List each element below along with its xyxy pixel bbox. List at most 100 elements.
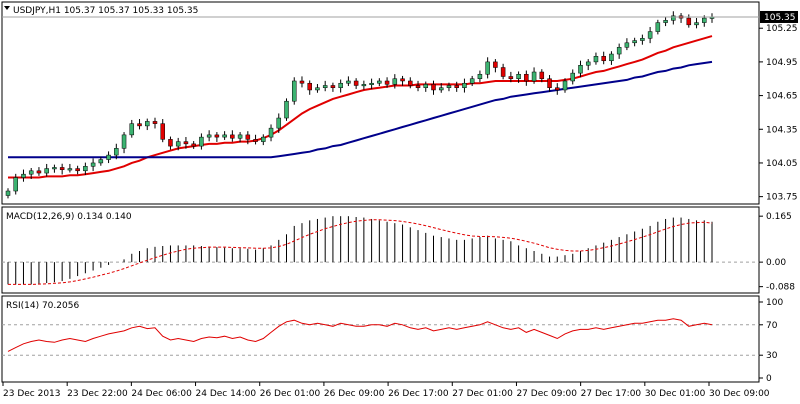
rsi-tick-label: 100 (766, 298, 783, 308)
candle-bull (284, 100, 289, 119)
time-tick-label: 30 Dec 01:00 (645, 389, 706, 399)
candle-bear (400, 78, 405, 82)
candle-bull (585, 61, 591, 66)
candle-bear (152, 121, 158, 124)
time-tick-label: 23 Dec 22:00 (67, 389, 128, 399)
candle-bear (454, 85, 459, 88)
ma-slow-line (8, 60, 713, 159)
candle-bull (438, 87, 444, 91)
candle-bear (299, 80, 305, 84)
candle-bull (516, 73, 521, 79)
candle-bull (361, 84, 367, 87)
candle-bear (601, 56, 606, 62)
rsi-tick-label: 0 (766, 374, 772, 384)
candle-bull (423, 84, 429, 88)
time-tick-label: 24 Dec 14:00 (196, 389, 257, 399)
candle-bull (647, 31, 653, 39)
candle-bull (222, 134, 227, 138)
candle-bull (90, 162, 96, 167)
candle-bull (145, 121, 150, 127)
candle-bear (183, 141, 189, 145)
candle-bear (686, 17, 692, 26)
candle-bull (83, 166, 88, 172)
candle-bull (702, 17, 707, 23)
candle-bear (555, 87, 560, 91)
candle-bull (44, 168, 49, 174)
axis-layer: 105.25 104.95 104.65 104.35 104.05 103.75 105.… (2, 10, 798, 399)
price-layer (2, 11, 759, 199)
candle-bear (384, 80, 390, 85)
candle-bull (462, 82, 467, 88)
time-tick-label: 30 Dec 09:00 (709, 389, 770, 399)
candle-bull (593, 56, 599, 63)
time-tick-label: 26 Dec 09:00 (324, 389, 385, 399)
time-tick-label: 23 Dec 2013 (3, 389, 61, 399)
candle-bull (175, 141, 181, 147)
candle-bear (353, 80, 359, 86)
candle-bear (191, 143, 196, 147)
candle-bull (322, 85, 328, 88)
symbol-header: USDJPY,H1 105.37 105.37 105.33 105.35 (13, 6, 198, 16)
candle-bull (624, 42, 630, 48)
candle-bear (137, 123, 142, 127)
candle-bear (36, 170, 42, 174)
macd-signal-line (8, 219, 713, 285)
candle-bull (338, 82, 343, 88)
candle-bear (59, 167, 65, 170)
candle-bull (28, 170, 34, 175)
macd-layer (2, 216, 759, 285)
triangle-down-icon[interactable] (4, 6, 10, 10)
candle-bull (121, 134, 127, 149)
candle-bull (392, 78, 398, 85)
candle-bull (106, 154, 111, 160)
candle-bear (330, 85, 336, 88)
price-tick-label: 105.25 (766, 24, 798, 34)
candle-bear (524, 73, 529, 82)
candle-bear (508, 76, 514, 79)
candle-bull (616, 47, 622, 55)
candle-bull (5, 190, 11, 196)
candle-bull (632, 40, 637, 44)
candle-bear (75, 168, 80, 172)
candle-bull (640, 38, 645, 41)
macd-tick-label: 0.165 (766, 212, 792, 222)
rsi-title: RSI(14) 70.2056 (6, 301, 79, 311)
candle-bull (609, 53, 614, 62)
candle-bull (694, 22, 699, 26)
candle-bear (415, 85, 421, 88)
candle-bull (21, 173, 26, 178)
candle-bull (291, 80, 297, 102)
rsi-layer (2, 318, 759, 356)
candle-bear (160, 123, 165, 140)
candle-bull (469, 78, 475, 84)
rsi-tick-label: 70 (766, 321, 778, 331)
candle-bear (408, 80, 413, 86)
macd-tick-label: -0.088 (766, 283, 795, 293)
candle-bull (237, 134, 243, 139)
candle-bull (346, 80, 351, 84)
ma-fast-line (8, 35, 713, 179)
candle-bull (276, 117, 282, 129)
candle-bear (245, 134, 251, 140)
candle-bull (531, 71, 537, 82)
candle-bear (493, 61, 498, 68)
price-tick-label: 104.35 (766, 125, 798, 135)
candle-bull (206, 134, 212, 138)
candle-bull (199, 136, 204, 147)
candle-bull (261, 136, 266, 142)
candle-bull (98, 159, 104, 164)
current-price-box (760, 10, 798, 23)
candle-bull (268, 127, 274, 138)
candle-bear (431, 84, 436, 91)
time-tick-label: 26 Dec 17:00 (388, 389, 449, 399)
candle-bull (655, 22, 661, 32)
price-panel-frame (1, 1, 760, 205)
macd-panel-frame (1, 206, 760, 294)
rsi-tick-label: 30 (766, 351, 778, 361)
current-price-label: 105.35 (764, 13, 796, 23)
time-tick-label: 24 Dec 06:00 (131, 389, 192, 399)
candle-bear (539, 71, 545, 79)
candle-bull (477, 73, 483, 79)
